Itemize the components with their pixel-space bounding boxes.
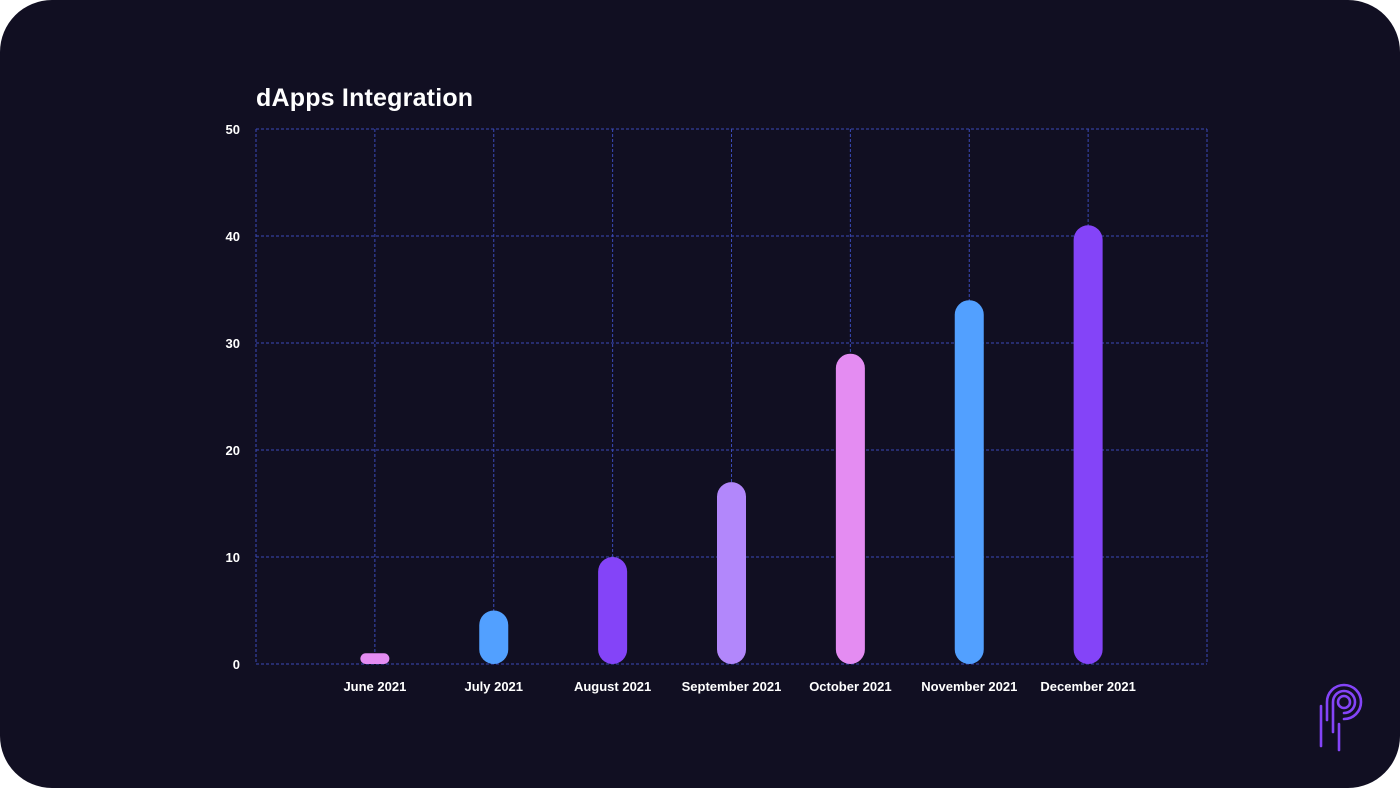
bar-0 bbox=[360, 653, 390, 664]
y-tick-label: 0 bbox=[233, 657, 240, 672]
bars bbox=[360, 225, 1103, 665]
x-axis-ticks: June 2021 July 2021 August 2021 September 2… bbox=[343, 679, 1135, 694]
y-tick-label: 40 bbox=[226, 229, 240, 244]
bar-4 bbox=[835, 353, 865, 664]
bar-6 bbox=[1073, 225, 1103, 665]
x-tick-label: June 2021 bbox=[343, 679, 406, 694]
x-tick-label: September 2021 bbox=[682, 679, 782, 694]
x-tick-label: July 2021 bbox=[464, 679, 523, 694]
brand-p-logo-icon bbox=[1319, 683, 1363, 752]
y-tick-label: 10 bbox=[226, 550, 240, 565]
y-axis-ticks: 0 10 20 30 40 50 bbox=[226, 122, 240, 672]
bar-1 bbox=[479, 610, 509, 664]
chart-title: dApps Integration bbox=[256, 84, 474, 112]
y-tick-label: 30 bbox=[226, 336, 240, 351]
x-tick-label: November 2021 bbox=[921, 679, 1017, 694]
x-tick-label: October 2021 bbox=[809, 679, 891, 694]
x-tick-label: August 2021 bbox=[574, 679, 651, 694]
bar-2 bbox=[598, 557, 628, 664]
bar-5 bbox=[954, 300, 984, 664]
x-tick-label: December 2021 bbox=[1040, 679, 1135, 694]
y-tick-label: 20 bbox=[226, 443, 240, 458]
bar-3 bbox=[717, 482, 746, 664]
y-tick-label: 50 bbox=[226, 122, 240, 137]
